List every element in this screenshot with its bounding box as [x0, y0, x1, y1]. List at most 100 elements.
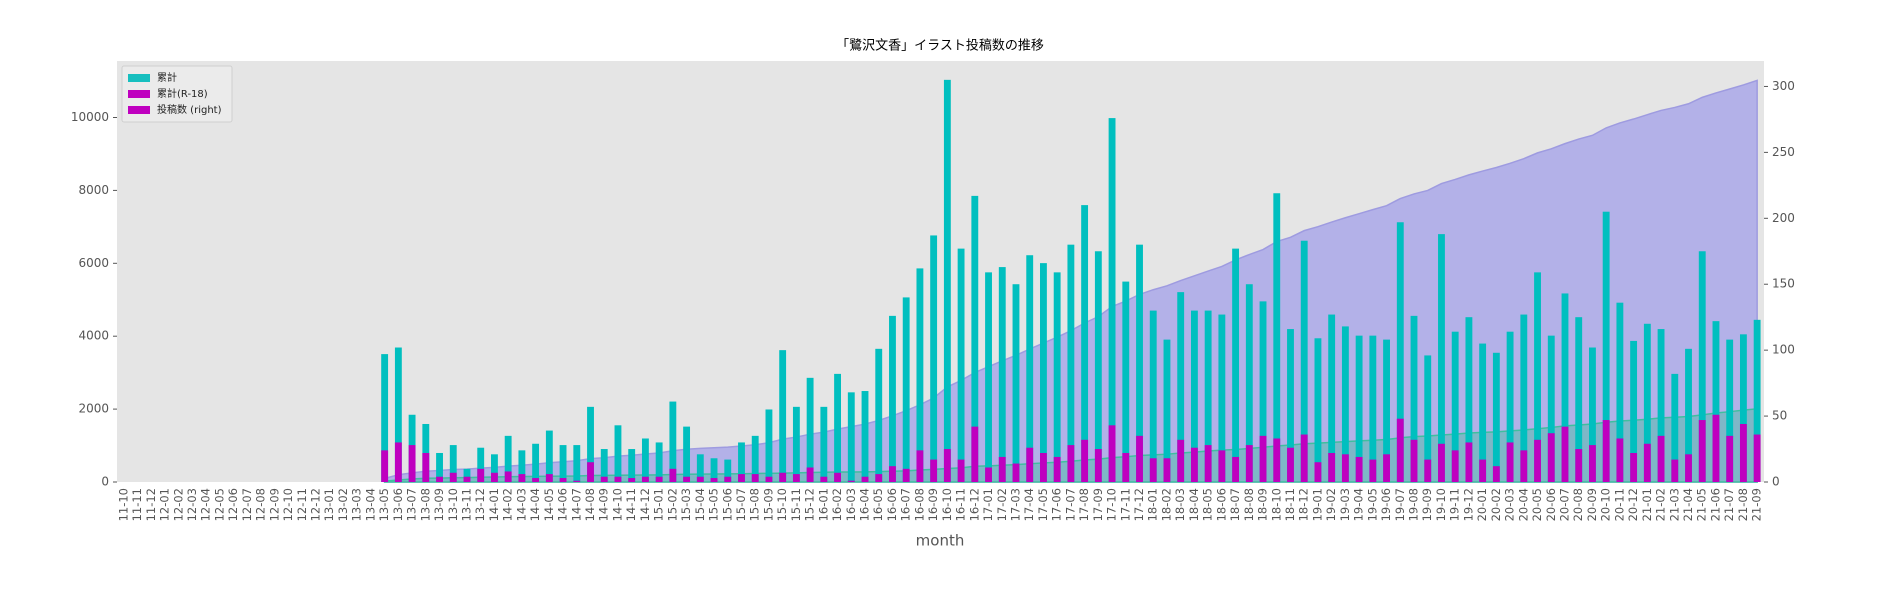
legend-label: 投稿数 (right) — [157, 103, 222, 116]
x-tick-label: 16-03 — [844, 488, 858, 521]
x-tick-label: 20-07 — [1557, 488, 1571, 521]
x-tick-label: 18-12 — [1297, 488, 1311, 521]
bar — [1355, 335, 1363, 482]
bar — [1026, 447, 1034, 482]
bar — [779, 472, 787, 482]
x-tick-label: 18-08 — [1242, 488, 1256, 521]
x-tick-label: 20-04 — [1516, 488, 1530, 521]
bar — [1081, 205, 1089, 483]
x-tick-label: 19-08 — [1407, 488, 1421, 521]
bar — [1438, 443, 1445, 482]
x-tick-label: 16-01 — [816, 488, 830, 521]
x-tick-label: 14-04 — [528, 488, 542, 521]
x-tick-label: 15-05 — [707, 488, 721, 521]
bar — [847, 392, 855, 482]
x-tick-label: 14-10 — [610, 488, 624, 521]
bar — [655, 442, 663, 482]
x-tick-label: 12-05 — [212, 488, 226, 521]
bar — [600, 476, 608, 482]
bar — [1712, 414, 1720, 482]
x-tick-label: 17-04 — [1022, 488, 1036, 521]
y-tick-label: 8000 — [78, 183, 109, 197]
y2-tick-label: 300 — [1772, 79, 1795, 93]
bar — [1369, 459, 1377, 482]
legend-swatch — [128, 74, 150, 82]
x-tick-label: 12-03 — [185, 488, 199, 521]
bar — [1492, 352, 1500, 482]
bar — [559, 478, 567, 482]
bar — [1108, 118, 1116, 482]
bar — [1287, 447, 1294, 482]
bar — [518, 474, 526, 482]
bar — [1479, 343, 1487, 482]
bar — [1643, 323, 1651, 482]
bar — [1451, 331, 1459, 482]
bar — [861, 391, 869, 482]
bar — [1314, 462, 1322, 482]
x-tick-label: 15-12 — [803, 488, 817, 521]
x-tick-label: 13-10 — [446, 488, 460, 521]
bar — [1685, 454, 1692, 482]
x-tick-label: 12-08 — [254, 488, 268, 521]
x-tick-label: 12-04 — [199, 488, 213, 521]
x-tick-label: 13-03 — [350, 488, 364, 521]
bar — [1341, 454, 1349, 482]
x-tick-label: 19-10 — [1434, 488, 1448, 521]
bar — [1094, 251, 1102, 482]
x-tick-label: 17-07 — [1063, 488, 1077, 521]
bar — [1273, 438, 1281, 482]
bar — [765, 409, 773, 482]
x-tick-label: 18-05 — [1201, 488, 1215, 521]
bar — [1149, 310, 1157, 482]
x-tick-label: 19-06 — [1379, 488, 1393, 521]
bar — [1094, 449, 1102, 482]
bar — [1561, 426, 1569, 482]
x-tick-label: 13-02 — [336, 488, 350, 521]
x-tick-label: 15-03 — [679, 488, 693, 521]
x-tick-label: 11-11 — [130, 488, 144, 521]
bar — [861, 476, 869, 482]
bar — [875, 348, 883, 482]
x-tick-label: 17-01 — [981, 488, 995, 521]
x-tick-label: 14-12 — [638, 488, 652, 521]
bar — [1465, 317, 1473, 482]
x-tick-label: 13-05 — [377, 488, 391, 521]
bar — [847, 480, 855, 482]
bar — [875, 474, 883, 482]
bar — [902, 468, 910, 482]
x-tick-label: 15-10 — [775, 488, 789, 521]
bar — [1204, 310, 1212, 482]
bar — [1547, 335, 1555, 482]
bar — [696, 454, 704, 482]
x-tick-label: 16-11 — [954, 488, 968, 521]
bar — [1177, 439, 1185, 482]
x-tick-label: 12-11 — [295, 488, 309, 521]
bar — [1561, 293, 1569, 482]
x-tick-label: 12-10 — [281, 488, 295, 521]
bar — [477, 468, 485, 482]
bar — [1616, 438, 1624, 482]
bar — [1616, 302, 1624, 482]
bar — [463, 468, 471, 482]
x-tick-label: 16-07 — [899, 488, 913, 521]
bar — [971, 195, 979, 483]
x-tick-label: 14-02 — [501, 488, 515, 521]
bar — [504, 435, 512, 482]
x-tick-label: 17-05 — [1036, 488, 1050, 521]
x-tick-label: 20-06 — [1544, 488, 1558, 521]
x-tick-label: 14-01 — [487, 488, 501, 521]
bar — [971, 426, 979, 482]
bar — [1012, 463, 1020, 482]
bar — [889, 466, 896, 482]
x-tick-label: 14-05 — [542, 488, 556, 521]
bar — [573, 480, 581, 482]
x-tick-label: 13-09 — [432, 488, 446, 521]
bar — [1575, 449, 1583, 482]
x-tick-label: 20-10 — [1599, 488, 1613, 521]
bar — [1136, 244, 1143, 482]
bar — [1287, 329, 1294, 482]
bar — [1232, 456, 1240, 482]
bar — [710, 478, 718, 482]
bar — [834, 373, 841, 482]
